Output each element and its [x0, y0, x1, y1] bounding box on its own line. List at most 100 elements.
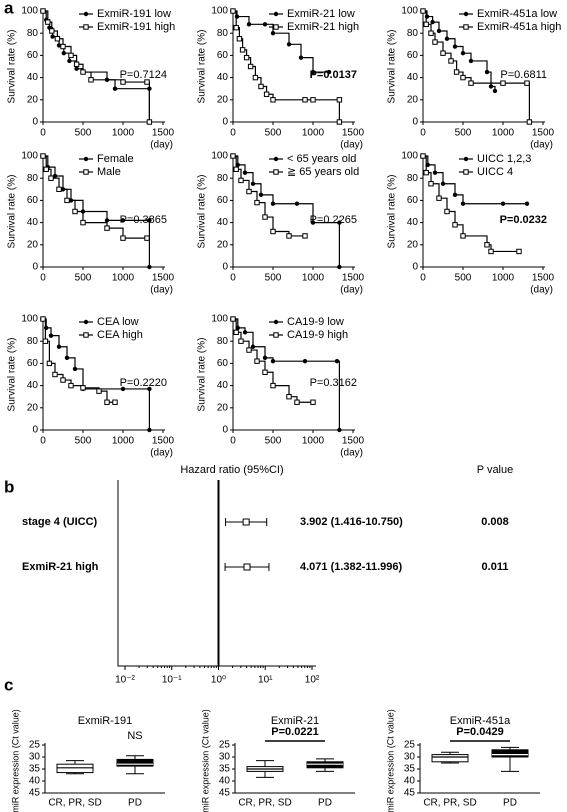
marker [262, 22, 268, 27]
marker [460, 74, 466, 81]
panel-label: a [4, 0, 14, 17]
marker [52, 173, 58, 179]
marker [64, 197, 70, 204]
y-tick-label: 40 [219, 776, 231, 787]
y-axis-label: Survival rate (%) [7, 30, 18, 104]
x-axis-label: (day) [150, 448, 173, 459]
p-value: P=0.7124 [120, 69, 167, 81]
marker [270, 31, 276, 36]
marker [336, 97, 343, 103]
marker [52, 371, 58, 378]
y-tick-label: 60 [27, 358, 39, 369]
marker [147, 427, 152, 433]
marker [460, 233, 466, 239]
x-tick-label: 10² [305, 675, 320, 686]
y-tick-label: 100 [401, 6, 418, 17]
marker [40, 316, 46, 322]
legend-label: CA19-9 low [287, 316, 344, 328]
marker [80, 385, 86, 391]
marker [294, 399, 300, 405]
y-tick-label: 60 [217, 358, 229, 369]
legend-label: Female [97, 153, 134, 165]
whisker [256, 771, 274, 778]
marker [80, 219, 86, 226]
marker [233, 166, 239, 173]
x-tick-label: 1000 [112, 436, 135, 447]
marker [146, 119, 153, 125]
marker [258, 83, 264, 90]
y-tick-label: 0 [32, 262, 38, 273]
marker [302, 97, 308, 103]
x-tick-label: 1500 [342, 128, 365, 139]
y-tick-label: 0 [412, 262, 418, 273]
y-axis-label: miR expression (Ct value) [200, 709, 210, 812]
marker [524, 80, 530, 86]
marker [452, 192, 458, 198]
marker [452, 222, 458, 228]
marker [60, 43, 66, 50]
y-tick-label: 100 [21, 6, 38, 17]
x-tick-label: 500 [265, 273, 282, 284]
marker [254, 199, 260, 206]
x-tick-label: 1500 [532, 128, 555, 139]
marker [286, 42, 292, 47]
marker [298, 55, 304, 60]
marker [40, 153, 46, 159]
p-value: P=0.2220 [120, 377, 167, 389]
y-tick-label: 40 [27, 380, 39, 391]
marker [286, 394, 292, 400]
x-tick-label: 10⁻² [115, 675, 135, 686]
marker [104, 225, 110, 231]
panel-label: c [4, 675, 13, 694]
marker [48, 175, 54, 181]
significance: P=0.0429 [456, 726, 503, 738]
x-tick-label: PD [503, 798, 517, 809]
y-tick-label: 60 [27, 50, 39, 61]
marker [56, 344, 62, 349]
y-tick-label: 60 [27, 195, 39, 206]
marker [72, 366, 78, 372]
y-tick-label: 80 [217, 336, 229, 347]
legend-marker [463, 169, 469, 175]
marker [60, 377, 66, 383]
y-tick-label: 40 [217, 217, 229, 228]
marker [250, 181, 256, 186]
marker [337, 264, 342, 270]
marker [428, 181, 434, 187]
y-tick-label: 80 [217, 28, 229, 39]
y-tick-label: 80 [27, 28, 39, 39]
x-tick-label: PD [318, 798, 332, 809]
marker [147, 264, 152, 270]
x-tick-label: 1500 [152, 128, 175, 139]
marker [234, 14, 240, 19]
legend-marker [463, 11, 469, 17]
marker [423, 21, 429, 28]
marker [258, 192, 264, 198]
p-value: P=0.0137 [310, 69, 357, 81]
p-value: P=0.3865 [120, 214, 167, 226]
y-tick-label: 35 [219, 764, 231, 775]
legend-label: ExmiR-21 high [287, 21, 359, 33]
x-tick-label: 0 [420, 128, 426, 139]
marker [96, 388, 102, 394]
y-tick-label: 100 [21, 151, 38, 162]
significance: P=0.0221 [271, 726, 318, 738]
y-tick-label: 25 [29, 740, 41, 751]
marker [112, 399, 118, 405]
marker [484, 242, 490, 248]
legend-label: UICC 4 [477, 166, 513, 178]
marker [500, 201, 506, 206]
marker [262, 214, 268, 220]
chart-title: ExmiR-21 [271, 715, 319, 727]
chart-title: ExmiR-451a [450, 715, 511, 727]
marker [56, 186, 62, 193]
y-tick-label: 45 [404, 788, 416, 799]
y-tick-label: 20 [217, 402, 229, 413]
y-tick-label: 30 [404, 752, 416, 763]
marker [270, 201, 276, 206]
marker [73, 61, 80, 67]
marker [337, 220, 342, 225]
significance: NS [127, 730, 142, 742]
marker [67, 58, 72, 64]
